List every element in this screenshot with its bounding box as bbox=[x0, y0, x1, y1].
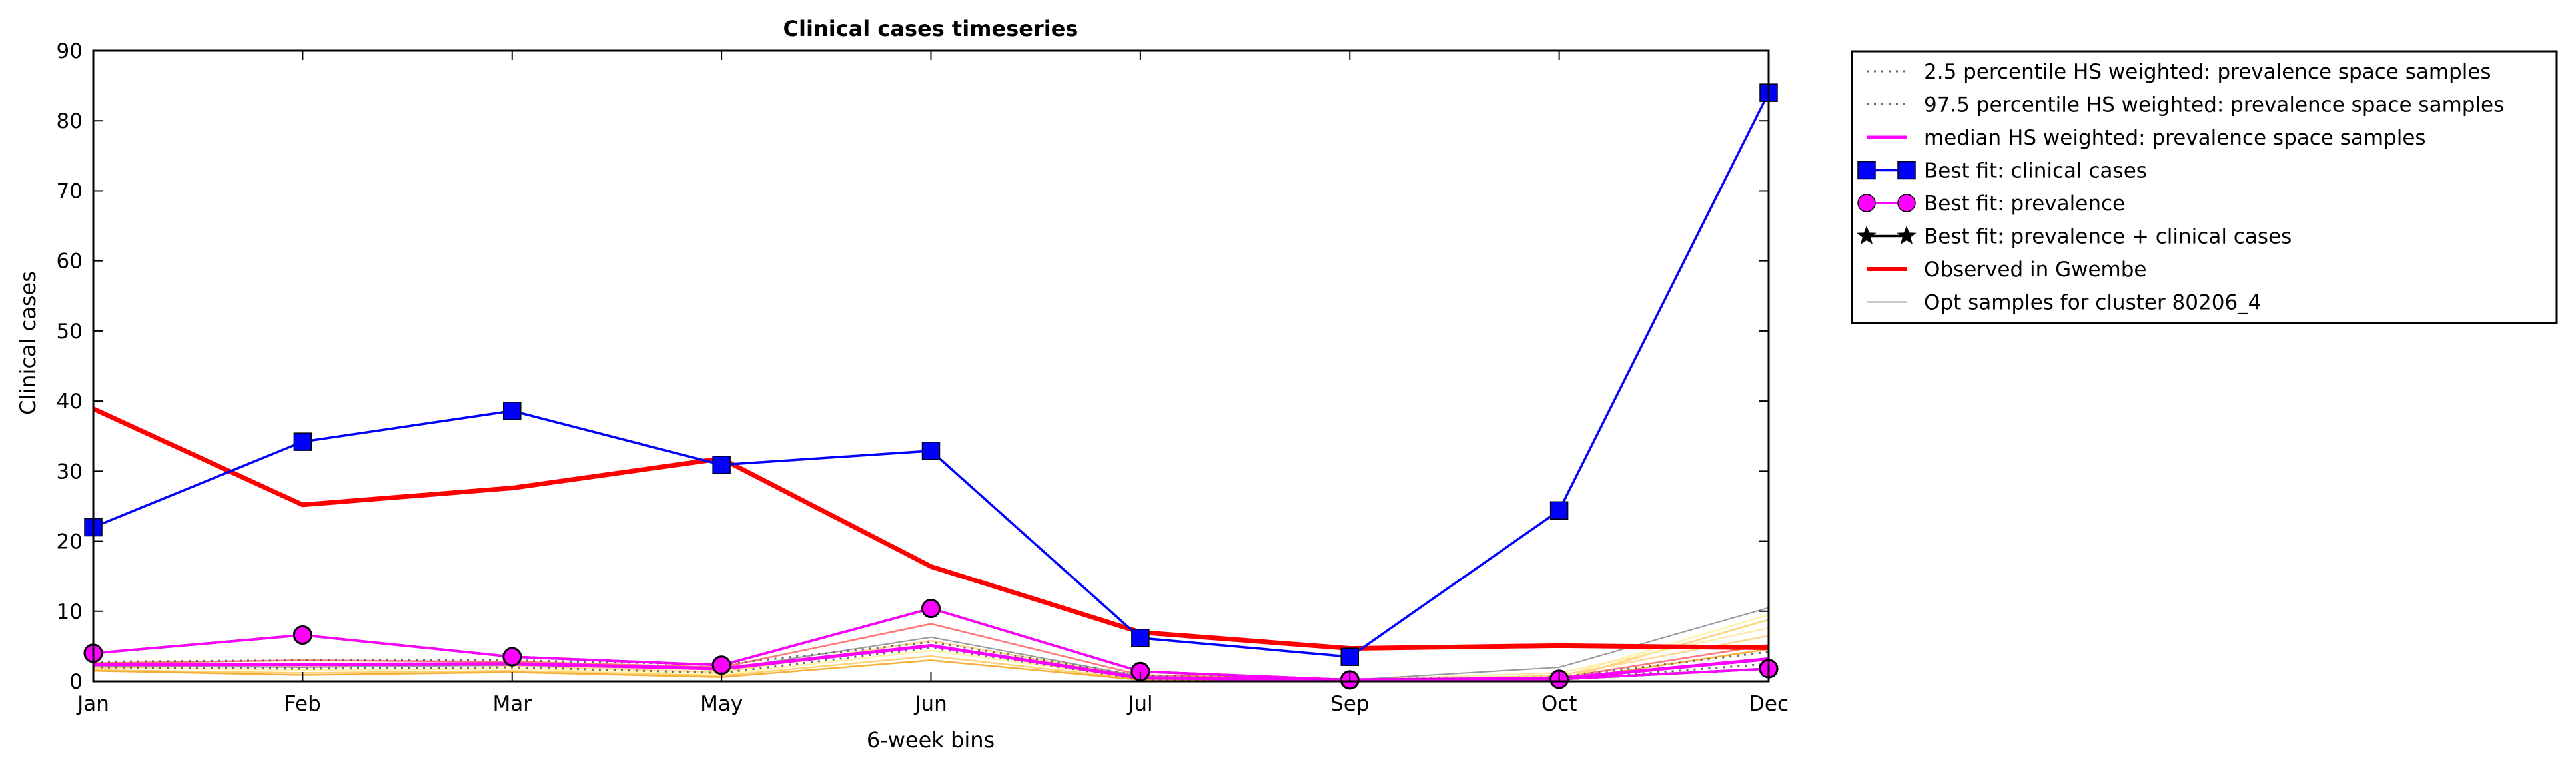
legend-marker-end-4 bbox=[1897, 194, 1916, 212]
y-tick-label-1: 10 bbox=[57, 600, 83, 624]
point-ring-1 bbox=[292, 625, 312, 645]
legend-marker-end-5 bbox=[1897, 226, 1917, 244]
legend-marker-start-5 bbox=[1857, 226, 1877, 244]
series-3-point-1 bbox=[293, 432, 312, 451]
x-tick-label-7: Oct bbox=[1541, 692, 1577, 716]
legend-label-2: median HS weighted: prevalence space sam… bbox=[1924, 126, 2426, 150]
y-tick-label-8: 80 bbox=[57, 109, 83, 133]
plot-frame bbox=[92, 49, 1770, 683]
series-3-point-3 bbox=[712, 456, 731, 474]
x-tick-label-1: Feb bbox=[284, 692, 321, 716]
y-tick-label-4: 40 bbox=[57, 390, 83, 414]
point-ring-4 bbox=[921, 599, 941, 619]
legend-label-5: Best fit: prevalence + clinical cases bbox=[1924, 225, 2292, 249]
sample-line-0 bbox=[93, 623, 1769, 681]
point-ring-2 bbox=[502, 647, 522, 667]
x-tick-label-3: May bbox=[700, 692, 743, 716]
legend-marker-end-3 bbox=[1897, 161, 1916, 180]
y-tick-label-5: 50 bbox=[57, 320, 83, 344]
x-tick-label-5: Jul bbox=[1126, 692, 1152, 716]
series-line-7 bbox=[93, 607, 1769, 681]
y-tick-label-2: 20 bbox=[57, 530, 83, 554]
legend-label-1: 97.5 percentile HS weighted: prevalence … bbox=[1924, 93, 2504, 117]
y-tick-label-9: 90 bbox=[57, 39, 83, 63]
legend-label-4: Best fit: prevalence bbox=[1924, 192, 2125, 216]
y-axis-label: Clinical cases bbox=[15, 271, 41, 415]
series-line-3 bbox=[93, 92, 1770, 658]
series-3-point-6 bbox=[1340, 647, 1359, 666]
x-tick-label-2: Mar bbox=[493, 692, 532, 716]
legend-label-7: Opt samples for cluster 80206_4 bbox=[1924, 291, 2261, 315]
point-ring-7 bbox=[1549, 669, 1569, 689]
legend-box bbox=[1851, 50, 2558, 324]
y-tick-label-7: 70 bbox=[57, 179, 83, 203]
series-3-point-7 bbox=[1549, 501, 1569, 520]
legend: 2.5 percentile HS weighted: prevalence s… bbox=[1851, 50, 2558, 324]
x-tick-label-6: Sep bbox=[1330, 692, 1369, 716]
legend-label-3: Best fit: clinical cases bbox=[1924, 159, 2147, 183]
y-tick-label-0: 0 bbox=[69, 670, 83, 694]
x-tick-label-8: Dec bbox=[1749, 692, 1789, 716]
series-line-6 bbox=[92, 406, 1769, 651]
x-tick-label-4: Jun bbox=[913, 692, 947, 716]
chart-title: Clinical cases timeseries bbox=[783, 16, 1078, 41]
y-tick-label-3: 30 bbox=[57, 460, 83, 484]
legend-label-0: 2.5 percentile HS weighted: prevalence s… bbox=[1924, 60, 2491, 84]
series-3-point-2 bbox=[503, 402, 522, 420]
x-axis-label: 6-week bins bbox=[867, 727, 995, 753]
legend-marker-start-4 bbox=[1857, 194, 1876, 212]
axes: 0 10 20 30 40 50 60 70 80 90 Jan Feb Mar May Jun Jul Sep… bbox=[57, 39, 1789, 716]
x-tick-label-0: Jan bbox=[76, 692, 109, 716]
series-3-point-5 bbox=[1131, 629, 1150, 647]
series-lines bbox=[83, 83, 1779, 690]
series-3-point-4 bbox=[921, 442, 941, 460]
legend-marker-start-3 bbox=[1857, 161, 1876, 180]
y-tick-label-6: 60 bbox=[57, 250, 83, 274]
point-ring-6 bbox=[1340, 670, 1360, 690]
legend-label-6: Observed in Gwembe bbox=[1924, 258, 2147, 282]
